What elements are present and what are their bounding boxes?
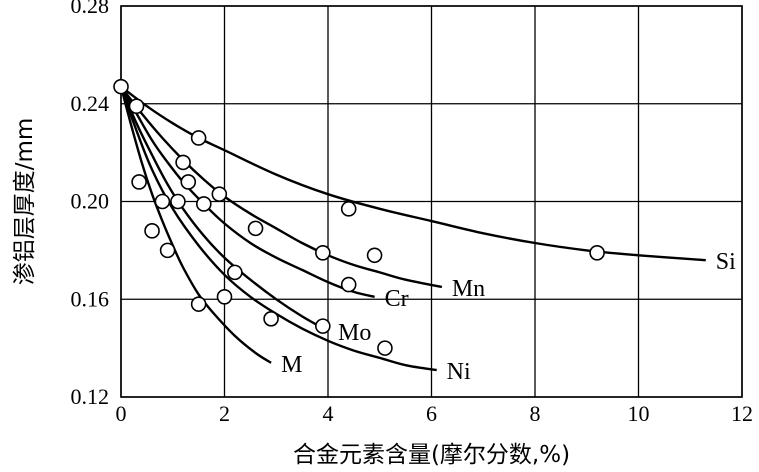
- x-tick-label: 0: [116, 401, 127, 426]
- x-tick-label: 12: [731, 401, 753, 426]
- series-labels: Si Mn Cr Mo Ni M: [281, 249, 736, 385]
- plot-frame: [120, 5, 743, 398]
- data-points: [113, 78, 605, 356]
- grid: [120, 5, 743, 398]
- series-curves: [119, 85, 706, 372]
- series-label-mn: Mn: [452, 276, 485, 302]
- y-tick-label: 0.28: [71, 0, 110, 18]
- data-point-mo: [227, 264, 243, 281]
- series-curve-cr: [119, 85, 375, 298]
- series-curve-si: [120, 85, 706, 262]
- x-tick-labels: 0 2 4 6 8 10 12: [116, 401, 754, 426]
- series-curve-m: [119, 86, 272, 364]
- data-point-cr: [247, 220, 264, 237]
- y-tick-label: 0.24: [71, 91, 110, 116]
- data-point-cr: [180, 174, 197, 190]
- data-point-mn: [175, 154, 191, 171]
- series-label-ni: Ni: [447, 359, 471, 385]
- series-curve-mo: [119, 86, 329, 333]
- x-tick-label: 10: [628, 401, 650, 426]
- data-point-ni: [216, 289, 233, 305]
- y-tick-labels: 0.12 0.16 0.20 0.24 0.28: [71, 0, 110, 409]
- data-point-ni: [377, 340, 393, 356]
- data-point-m: [159, 242, 176, 259]
- series-label-mo: Mo: [338, 320, 371, 346]
- series-curve-ni: [119, 86, 437, 372]
- data-point-mo: [170, 193, 186, 210]
- data-point-mn: [366, 247, 383, 264]
- series-curve-mn: [120, 85, 443, 289]
- data-point-si: [340, 201, 357, 217]
- data-point-m: [144, 223, 160, 239]
- data-point-cr: [196, 196, 212, 212]
- data-point-si: [589, 245, 605, 261]
- y-axis-title: 渗铝层厚度/mm: [12, 118, 38, 286]
- data-point-m: [190, 296, 207, 312]
- data-point-mn: [128, 98, 145, 114]
- data-point-mo: [315, 318, 331, 334]
- x-tick-label: 2: [219, 401, 230, 426]
- x-tick-label: 4: [323, 401, 334, 426]
- data-point-cr: [340, 276, 357, 293]
- x-tick-label: 6: [426, 401, 437, 426]
- y-tick-label: 0.12: [71, 384, 110, 409]
- series-label-m: M: [281, 352, 302, 378]
- data-point-mn: [315, 245, 331, 261]
- data-point-mn: [211, 186, 228, 202]
- series-label-cr: Cr: [385, 286, 409, 312]
- series-label-si: Si: [716, 249, 736, 275]
- data-point-si: [113, 78, 129, 95]
- data-point-ni: [154, 193, 171, 210]
- data-point-ni: [263, 310, 279, 327]
- data-point-m: [131, 174, 147, 190]
- y-tick-label: 0.16: [71, 286, 110, 311]
- x-axis-title: 合金元素含量(摩尔分数,%): [293, 442, 570, 468]
- y-tick-label: 0.20: [71, 189, 110, 214]
- data-point-si: [190, 130, 207, 146]
- x-tick-label: 8: [530, 401, 541, 426]
